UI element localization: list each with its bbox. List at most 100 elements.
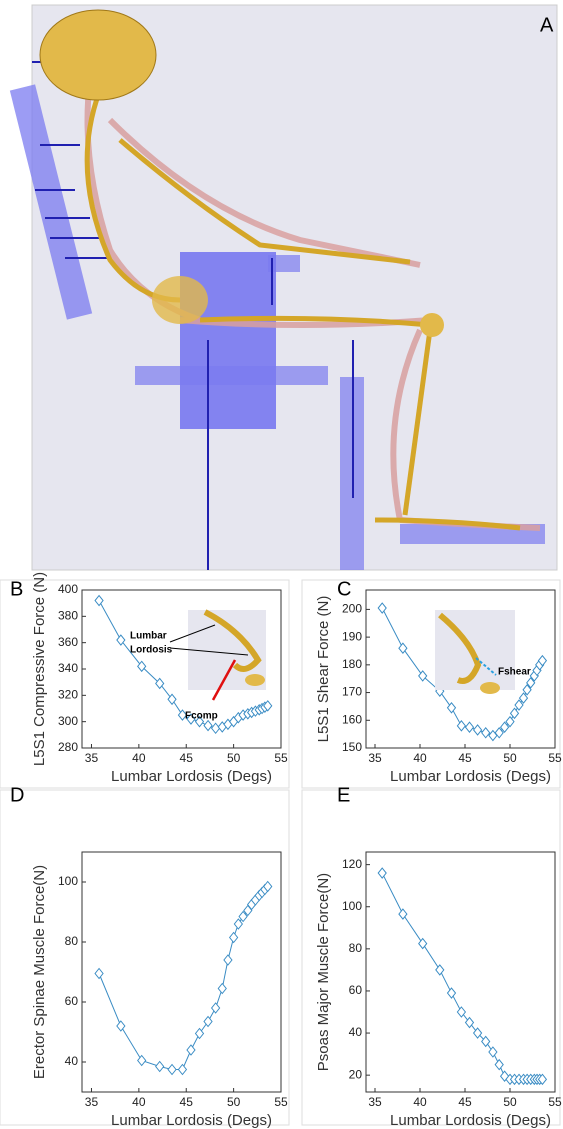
data-point [494, 1058, 504, 1071]
panel-label: A [540, 14, 554, 36]
y-axis-label: L5S1 Shear Force (N) [315, 596, 332, 743]
y-tick-label: 80 [65, 934, 79, 948]
y-axis-label: Psoas Major Muscle Force(N) [315, 873, 332, 1071]
data-point [446, 987, 457, 999]
y-tick-label: 60 [65, 994, 79, 1008]
y-tick-label: 40 [349, 1025, 363, 1039]
y-tick-label: 80 [349, 941, 363, 955]
y-tick-label: 170 [342, 685, 362, 699]
plot-area [365, 851, 556, 1093]
panel-label: C [337, 578, 351, 600]
x-tick-label: 50 [227, 751, 241, 765]
x-tick-label: 55 [548, 751, 562, 765]
x-axis-label: Lumbar Lordosis (Degs) [111, 768, 272, 785]
x-tick-label: 50 [503, 751, 517, 765]
data-point [456, 1006, 467, 1018]
data-point [217, 982, 227, 995]
data-point [537, 1073, 548, 1086]
data-point [94, 594, 104, 607]
y-tick-label: 360 [58, 635, 78, 649]
pointer [169, 647, 249, 656]
x-tick-label: 45 [458, 1095, 472, 1109]
data-point [514, 699, 524, 711]
pointer [169, 624, 216, 643]
data-point [522, 683, 532, 696]
x-tick-label: 35 [368, 1095, 382, 1109]
x-tick-label: 55 [548, 1095, 562, 1109]
y-tick-label: 100 [58, 874, 78, 888]
x-tick-label: 40 [132, 751, 146, 765]
panel-label: E [337, 784, 350, 806]
force-arrow [211, 659, 237, 701]
x-tick-label: 40 [132, 1095, 146, 1109]
x-axis-label: Lumbar Lordosis (Degs) [390, 1112, 551, 1129]
data-point [137, 660, 147, 673]
x-tick-label: 40 [413, 1095, 427, 1109]
data-point [505, 715, 515, 728]
y-tick-label: 190 [342, 629, 362, 643]
data-point [194, 715, 205, 728]
data-point [155, 1060, 165, 1073]
data-point [398, 642, 408, 655]
plot-area [81, 851, 282, 1093]
data-point [509, 707, 520, 720]
panel-frame [0, 789, 290, 1126]
data-point [177, 709, 188, 721]
data-point [518, 692, 529, 704]
x-tick-label: 45 [180, 1095, 194, 1109]
data-point [526, 677, 536, 689]
y-tick-label: 160 [342, 712, 362, 726]
y-tick-label: 100 [342, 899, 362, 913]
data-point [481, 1035, 491, 1048]
y-tick-label: 40 [65, 1054, 79, 1068]
data-point [94, 967, 104, 980]
data-point [223, 954, 233, 966]
x-tick-label: 35 [85, 1095, 99, 1109]
inset-spine [203, 609, 262, 672]
panel-frame [0, 579, 290, 789]
data-point [155, 677, 165, 690]
data-point [186, 1044, 196, 1056]
inset-bone [245, 674, 265, 686]
force-arrow [475, 657, 497, 676]
data-point [116, 634, 126, 646]
inset: Lumbar Lordosis Fcomp [130, 609, 266, 722]
x-tick-label: 40 [413, 751, 427, 765]
model-render [9, 4, 558, 571]
data-point [263, 700, 273, 712]
annotation: Lumbar [130, 631, 167, 642]
data-point [435, 964, 445, 976]
data-point [167, 693, 177, 706]
x-tick-label: 55 [274, 751, 288, 765]
data-point [464, 1016, 475, 1029]
data-point [263, 880, 273, 893]
data-point [456, 720, 467, 732]
panel-frame [301, 579, 561, 789]
data-point [481, 726, 491, 739]
x-tick-label: 45 [458, 751, 472, 765]
data-point [177, 1063, 188, 1076]
annotation: Fcomp [185, 711, 218, 722]
data-point [167, 1063, 177, 1076]
data-point [233, 918, 243, 930]
y-tick-label: 280 [58, 740, 78, 754]
data-point [377, 867, 387, 879]
y-axis-label: Erector Spinae Muscle Force(N) [31, 865, 48, 1079]
y-tick-label: 20 [349, 1067, 363, 1081]
x-tick-label: 55 [274, 1095, 288, 1109]
data-point [472, 724, 483, 736]
data-point [537, 654, 548, 667]
data-point [203, 1015, 213, 1028]
x-tick-label: 50 [227, 1095, 241, 1109]
data-point [210, 1002, 221, 1014]
panel-frame [301, 789, 561, 1126]
data-point [418, 937, 428, 950]
annotation: Lordosis [130, 645, 173, 656]
data-point [116, 1020, 126, 1032]
y-tick-label: 120 [342, 857, 362, 871]
data-point [464, 721, 475, 734]
data-point [494, 726, 504, 739]
data-point [228, 931, 239, 944]
data-point [472, 1027, 483, 1039]
